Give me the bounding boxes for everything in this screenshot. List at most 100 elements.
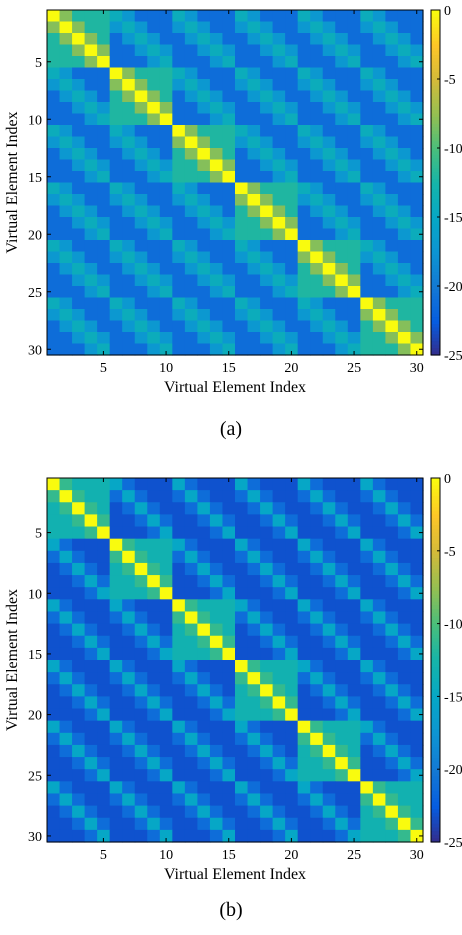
colorbar-segment xyxy=(431,203,440,208)
heatmap-cell xyxy=(97,805,111,819)
heatmap-cell xyxy=(159,587,173,600)
heatmap-cell xyxy=(72,732,86,746)
heatmap-cell xyxy=(122,623,136,637)
heatmap-cell xyxy=(235,635,249,649)
heatmap-cell xyxy=(335,526,349,540)
colorbar-segment xyxy=(431,310,440,315)
heatmap-cell xyxy=(209,90,224,103)
heatmap-cell xyxy=(360,575,374,588)
heatmap-cell xyxy=(172,79,186,92)
heatmap-cell xyxy=(197,478,211,491)
heatmap-cell xyxy=(47,320,61,333)
heatmap-cell xyxy=(97,550,111,564)
heatmap-cell xyxy=(159,744,173,758)
colorbar-tick-label: -25 xyxy=(444,836,462,851)
heatmap-cell xyxy=(97,769,111,782)
colorbar-segment xyxy=(431,51,440,56)
heatmap-cell xyxy=(184,205,198,218)
heatmap-cell xyxy=(372,90,386,103)
heatmap-cell xyxy=(285,490,299,503)
heatmap-cell xyxy=(235,817,249,831)
y-axis-label: Virtual Element Index xyxy=(4,111,21,253)
heatmap-cell xyxy=(47,286,61,299)
heatmap-cell xyxy=(285,194,299,207)
heatmap-cell xyxy=(184,286,198,299)
heatmap-cell xyxy=(247,102,261,115)
heatmap-cell xyxy=(184,171,198,184)
heatmap-cell xyxy=(72,10,86,23)
colorbar-segment xyxy=(431,144,440,149)
heatmap-cell xyxy=(397,159,412,172)
heatmap-cell xyxy=(159,550,173,564)
colorbar-segment xyxy=(431,89,440,94)
heatmap-cell xyxy=(235,194,249,207)
heatmap-cell xyxy=(47,744,61,758)
heatmap-cell xyxy=(260,684,274,697)
heatmap-cell xyxy=(47,309,61,322)
heatmap-cell xyxy=(59,526,73,540)
heatmap-cell xyxy=(84,148,98,161)
heatmap-cell xyxy=(84,611,98,625)
heatmap-cell xyxy=(84,490,98,503)
colorbar-segment xyxy=(431,638,440,643)
heatmap-cell xyxy=(385,793,399,807)
heatmap-cell xyxy=(372,587,386,600)
heatmap-cell xyxy=(260,286,274,299)
heatmap-cell xyxy=(322,10,336,23)
heatmap-cell xyxy=(59,490,73,503)
heatmap-cell xyxy=(310,490,324,503)
heatmap-cell xyxy=(247,744,261,758)
heatmap-cell xyxy=(147,205,161,218)
heatmap-cell xyxy=(97,263,111,276)
heatmap-cell xyxy=(159,332,173,345)
heatmap-cell xyxy=(235,251,249,264)
heatmap-cell xyxy=(372,744,386,758)
heatmap-cell xyxy=(122,67,136,80)
heatmap-cell xyxy=(410,194,424,207)
heatmap-cell xyxy=(109,113,123,126)
heatmap-cell xyxy=(172,102,186,115)
heatmap-cell xyxy=(285,343,299,356)
heatmap-cell xyxy=(322,744,336,758)
heatmap-cell xyxy=(184,56,198,69)
heatmap-cell xyxy=(197,205,211,218)
heatmap-cell xyxy=(397,672,412,685)
heatmap-cell xyxy=(285,67,299,80)
heatmap-cell xyxy=(59,343,73,356)
heatmap-cell xyxy=(372,684,386,697)
colorbar-segment xyxy=(431,623,440,628)
heatmap-cell xyxy=(347,587,361,600)
colorbar-segment xyxy=(431,736,440,741)
heatmap-cell xyxy=(147,817,161,831)
colorbar-segment xyxy=(431,317,440,322)
heatmap-cell xyxy=(209,44,224,57)
heatmap-cell xyxy=(235,159,249,172)
heatmap-cell xyxy=(109,514,123,528)
heatmap-cell xyxy=(410,550,424,564)
heatmap-cell xyxy=(122,502,136,515)
heatmap-cell xyxy=(72,635,86,649)
heatmap-cell xyxy=(72,611,86,625)
heatmap-cell xyxy=(297,21,311,34)
heatmap-cell xyxy=(47,587,61,600)
colorbar-segment xyxy=(431,248,440,253)
heatmap-cell xyxy=(372,599,386,613)
heatmap-cell xyxy=(172,805,186,819)
heatmap-cell xyxy=(59,757,73,770)
colorbar-segment xyxy=(431,120,440,125)
heatmap-cell xyxy=(372,781,386,795)
colorbar-segment xyxy=(431,241,440,246)
heatmap-cell xyxy=(347,732,361,746)
heatmap-cell xyxy=(322,136,336,149)
heatmap-cell xyxy=(297,684,311,697)
heatmap-cell xyxy=(109,647,123,661)
heatmap-cell xyxy=(297,817,311,831)
heatmap-cell xyxy=(360,720,374,734)
heatmap-cell xyxy=(310,10,324,23)
heatmap-cell xyxy=(285,647,299,661)
colorbar-segment xyxy=(431,572,440,577)
heatmap-cell xyxy=(410,757,424,770)
heatmap-cell xyxy=(335,102,349,115)
heatmap-cell xyxy=(285,538,299,552)
heatmap-cell xyxy=(322,113,336,126)
